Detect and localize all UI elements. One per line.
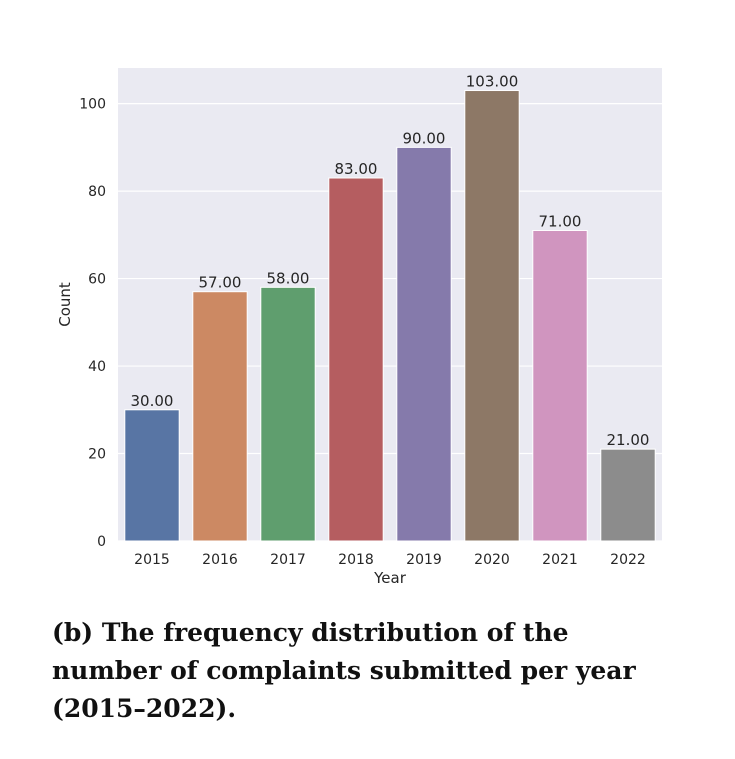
x-axis-label: Year	[373, 569, 407, 587]
y-axis-label: Count	[56, 282, 74, 327]
y-tick-label: 0	[97, 534, 106, 550]
bar-2016	[192, 291, 248, 542]
bar-value-label: 57.00	[199, 274, 242, 292]
x-tick-label: 2021	[542, 552, 578, 568]
bar-2021	[532, 229, 588, 542]
bar-chart: 30.00 57.00 58.00 83.00 90.00 103.00 71.00 21.0…	[56, 68, 662, 587]
bar-value-label: 90.00	[403, 129, 446, 147]
x-tick-label: 2019	[406, 552, 442, 568]
bar-2020	[464, 90, 520, 542]
figure-caption: (b) The frequency distribution of the nu…	[52, 618, 636, 723]
x-tick-label: 2016	[202, 552, 238, 568]
bar-2015	[124, 409, 180, 542]
bar-value-label: 58.00	[267, 269, 310, 287]
bars	[124, 90, 656, 542]
x-tick-labels: 2015 2016 2017 2018 2019 2020 2021 2022	[134, 552, 646, 568]
y-tick-label: 100	[79, 97, 106, 113]
x-tick-label: 2022	[610, 552, 646, 568]
bar-value-label: 21.00	[607, 431, 650, 449]
y-tick-label: 40	[88, 359, 106, 375]
bar-value-label: 83.00	[335, 160, 378, 178]
x-tick-label: 2020	[474, 552, 510, 568]
chart-svg: 30.00 57.00 58.00 83.00 90.00 103.00 71.00 21.0…	[56, 68, 662, 587]
bar-2019	[396, 146, 452, 542]
x-tick-label: 2015	[134, 552, 170, 568]
bar-2017	[260, 286, 316, 542]
bar-value-labels: 30.00 57.00 58.00 83.00 90.00 103.00 71.00 21.0…	[131, 73, 650, 450]
y-tick-label: 60	[88, 272, 106, 288]
bar-value-label: 103.00	[466, 73, 519, 91]
x-tick-label: 2017	[270, 552, 306, 568]
y-tick-label: 80	[88, 184, 106, 200]
bar-2018	[328, 177, 384, 542]
x-tick-label: 2018	[338, 552, 374, 568]
y-tick-label: 20	[88, 447, 106, 463]
y-tick-labels: 0 20 40 60 80 100	[79, 97, 106, 550]
bar-value-label: 30.00	[131, 392, 174, 410]
bar-value-label: 71.00	[539, 212, 582, 230]
bar-2022	[600, 448, 656, 542]
